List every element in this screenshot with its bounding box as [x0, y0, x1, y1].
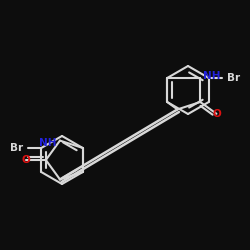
- Text: Br: Br: [10, 143, 23, 153]
- Text: O: O: [212, 109, 221, 119]
- Text: O: O: [22, 155, 30, 165]
- Text: Br: Br: [227, 73, 240, 83]
- Text: NH: NH: [203, 71, 221, 81]
- Text: NH: NH: [40, 138, 57, 147]
